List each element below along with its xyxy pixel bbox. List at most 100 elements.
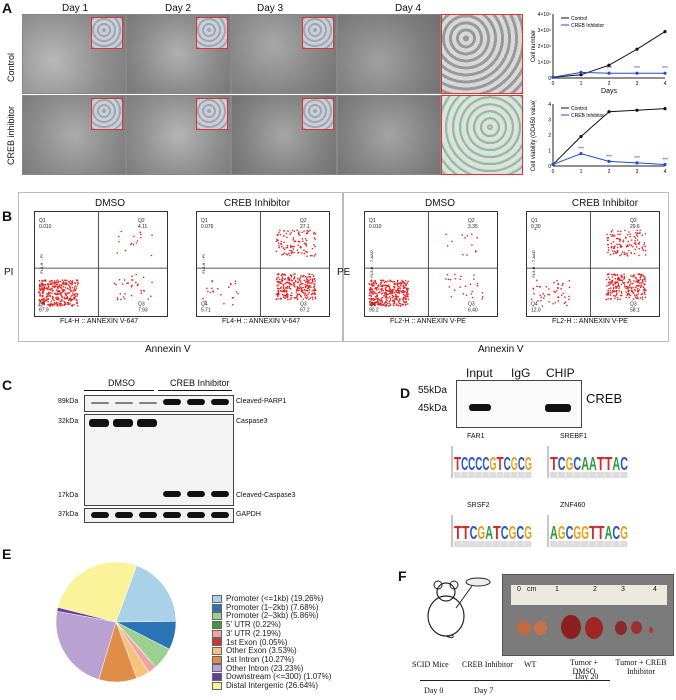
flow-event [644, 253, 647, 256]
quadrant-name: Q4 [369, 301, 376, 307]
flow-event [55, 303, 57, 305]
legend-item: Promoter (<=1kb) (19.26%) [212, 594, 323, 603]
flow-event [313, 237, 316, 239]
flow-event [71, 280, 74, 282]
flow-event [616, 281, 619, 283]
flow-event [70, 281, 73, 283]
flow-event [56, 298, 59, 300]
flow-event [124, 249, 127, 252]
motif-letter: G [524, 523, 532, 543]
flow-event [386, 293, 389, 296]
band [91, 402, 109, 404]
flow-event [372, 299, 375, 302]
flow-event [370, 284, 373, 286]
flow-event [147, 298, 149, 300]
flow-event [473, 278, 475, 280]
flow-event [293, 285, 296, 288]
flow-event [67, 292, 69, 294]
flow-event [560, 288, 562, 290]
flow-plot-creb-pe: Q1 0.30 Q2 29.6 Q3 58.1 Q4 12.0 FL3-H :: 7-AAD [526, 211, 660, 317]
flow-event [64, 293, 67, 296]
flow-event [643, 278, 646, 281]
flow-event [620, 283, 623, 286]
flow-event [45, 298, 48, 301]
y-tick-label: 1 [548, 149, 551, 155]
flow-event [135, 273, 137, 276]
flow-event [406, 282, 409, 284]
flow-event [50, 289, 52, 291]
flow-event [629, 281, 632, 283]
flow-event [627, 281, 629, 284]
flow-event [446, 245, 449, 247]
flow-event [42, 298, 44, 300]
flow-event [310, 293, 313, 296]
flow-event [635, 233, 638, 236]
flow-event [75, 298, 78, 301]
flow-event [74, 282, 77, 284]
day-3-label: Day 3 [257, 3, 284, 14]
flow-event [131, 284, 133, 287]
flow-event [50, 287, 53, 290]
flow-event [301, 275, 304, 277]
flow-event [53, 283, 55, 285]
flow-event [547, 293, 549, 296]
flow-event [605, 298, 608, 301]
flow-event [615, 252, 617, 255]
flow-event [122, 296, 125, 298]
flow-event [620, 294, 623, 297]
band [469, 404, 491, 411]
flow-event [57, 304, 59, 307]
motif-letter: G [509, 523, 517, 543]
flow-event [279, 282, 282, 285]
flow-event [44, 279, 47, 281]
flow-event [40, 282, 43, 285]
flow-event [306, 285, 308, 287]
motif-letter: G [620, 523, 628, 543]
flow-title-dmso-left: DMSO [95, 198, 125, 209]
motif-letter: T [605, 454, 613, 474]
flow-event [285, 296, 287, 298]
legend-label: Promoter (2–3kb) (5.86%) [226, 611, 319, 621]
flow-event [52, 289, 54, 292]
motif-background [489, 472, 497, 478]
flow-event [540, 296, 543, 299]
flow-event [553, 290, 556, 293]
flow-event [402, 285, 405, 288]
flow-event [291, 279, 294, 282]
flow-event [308, 298, 310, 300]
flow-event [63, 300, 65, 303]
flow-event [39, 300, 42, 303]
flow-event [132, 243, 135, 246]
flow-event [313, 243, 315, 246]
injection-arrow [455, 585, 473, 609]
flow-event [285, 281, 288, 284]
flow-event [481, 298, 483, 300]
flow-event [121, 283, 124, 285]
flow-event [632, 286, 634, 289]
legend-label: Downstream (<=300) (1.07%) [226, 672, 332, 682]
band [211, 491, 229, 497]
flow-event [615, 290, 618, 293]
flow-xaxis-3: FL2-H :: ANNEXIN V-PE [552, 318, 628, 325]
flow-event [608, 287, 610, 290]
western-group-line-creb [158, 390, 232, 391]
flow-event [140, 233, 142, 236]
flow-event [617, 230, 619, 232]
flow-event [385, 298, 387, 300]
flow-event [619, 240, 621, 243]
flow-event [643, 291, 646, 294]
band [163, 512, 181, 518]
flow-event [295, 296, 298, 299]
flow-event [385, 293, 388, 295]
flow-event [454, 273, 456, 276]
flow-event [50, 303, 53, 305]
western-blot-caspase3 [84, 414, 234, 506]
flow-event [481, 291, 484, 294]
flow-event [314, 232, 317, 235]
motif-background [581, 541, 589, 547]
flow-event [400, 283, 402, 286]
flow-event [216, 288, 219, 290]
motif-background [510, 472, 518, 478]
motif-background [477, 541, 485, 547]
